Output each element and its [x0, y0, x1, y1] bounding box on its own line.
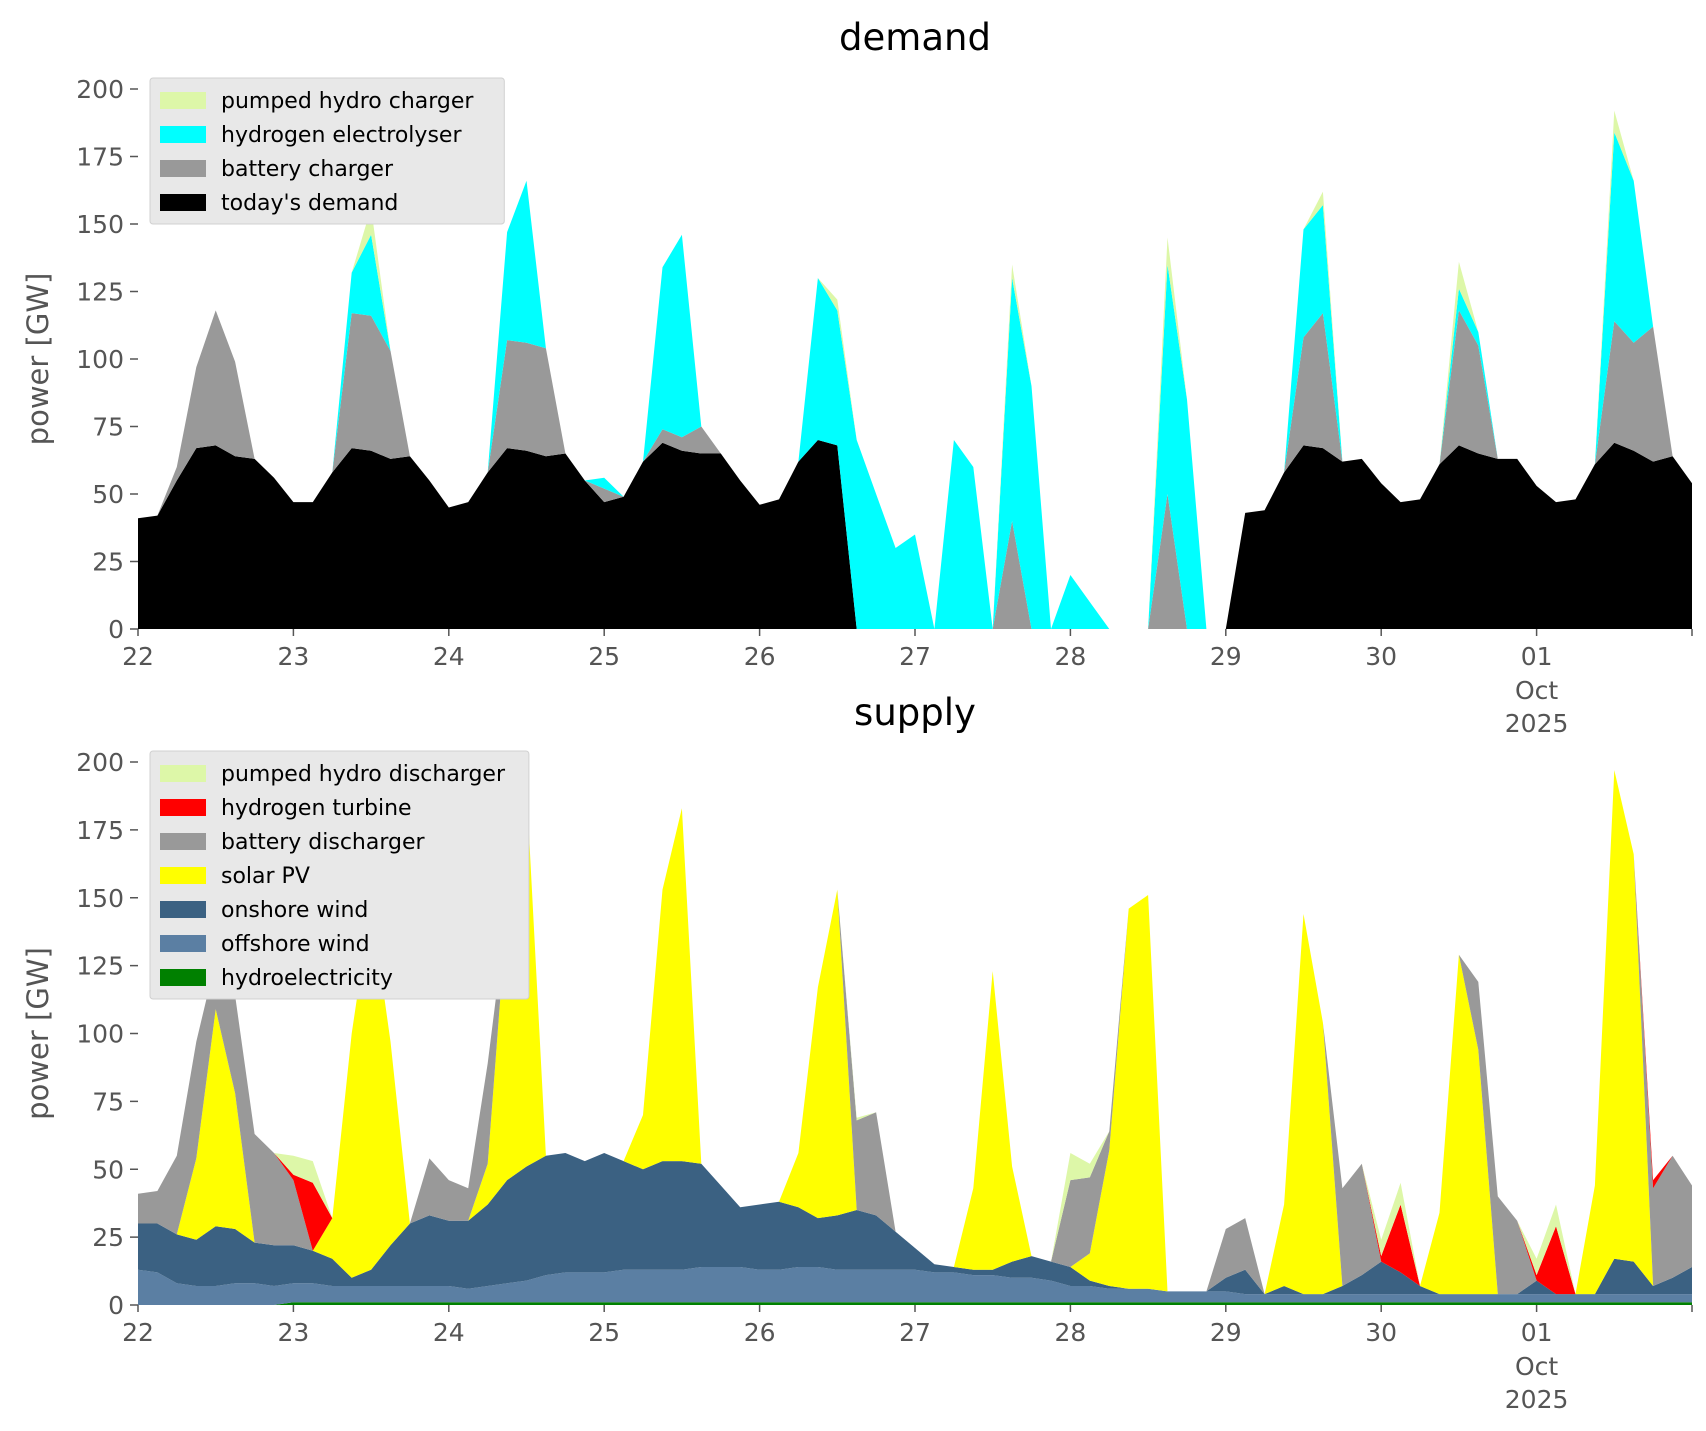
x-tick-label: 30 — [1365, 642, 1397, 671]
y-tick-label: 25 — [92, 548, 124, 577]
legend-label: hydroelectricity — [221, 966, 393, 991]
legend-label: hydrogen electrolyser — [221, 123, 462, 148]
x-tick-label: 24 — [433, 1318, 465, 1347]
legend-swatch — [160, 765, 206, 782]
y-tick-label: 0 — [108, 1291, 124, 1320]
y-tick-label: 100 — [76, 1020, 124, 1049]
legend-label: battery discharger — [221, 830, 426, 855]
legend-label: pumped hydro discharger — [221, 762, 506, 787]
legend-label: pumped hydro charger — [221, 89, 474, 114]
y-axis-label: power [GW] — [21, 947, 55, 1120]
x-tick-label: 28 — [1054, 642, 1086, 671]
area-today-s-demand — [138, 440, 1692, 629]
x-tick-label: 30 — [1365, 1318, 1397, 1347]
y-tick-label: 50 — [92, 480, 124, 509]
legend-swatch — [160, 935, 206, 952]
y-tick-label: 125 — [76, 278, 124, 307]
y-tick-label: 75 — [92, 413, 124, 442]
legend-swatch — [160, 901, 206, 918]
demand-panel: demand power [GW] 0 25 50 75 100 125 150 175 200 22… — [21, 16, 1693, 738]
legend-box — [149, 77, 505, 225]
area-onshore-wind — [138, 1153, 1692, 1295]
legend-swatch — [160, 969, 206, 986]
y-tick-label: 150 — [76, 884, 124, 913]
x-tick-label: 25 — [588, 642, 620, 671]
legend-swatch — [160, 833, 206, 850]
x-tick-label: 23 — [277, 642, 309, 671]
legend: pumped hydro discharger hydrogen turbine b… — [149, 750, 530, 1000]
legend-label: today's demand — [221, 191, 398, 216]
y-tick-label: 25 — [92, 1223, 124, 1252]
y-tick-label: 175 — [76, 816, 124, 845]
legend-label: onshore wind — [221, 898, 368, 923]
x-tick-sublabel: Oct — [1515, 1352, 1558, 1381]
y-tick-label: 200 — [76, 75, 124, 104]
x-tick-label: 25 — [588, 1318, 620, 1347]
legend-swatch — [160, 799, 206, 816]
area-battery-discharger — [138, 770, 1692, 1295]
area-hydroelectricity — [138, 1302, 1692, 1305]
x-tick-label: 22 — [122, 642, 154, 671]
area-battery-charger — [138, 310, 1692, 629]
legend-label: solar PV — [221, 864, 310, 889]
legend-swatch — [160, 194, 206, 211]
legend-label: hydrogen turbine — [221, 796, 412, 821]
legend-swatch — [160, 160, 206, 177]
y-tick-label: 50 — [92, 1155, 124, 1184]
y-tick-label: 75 — [92, 1087, 124, 1116]
area-hydrogen-electrolyser — [138, 132, 1692, 629]
y-tick-label: 0 — [108, 615, 124, 644]
legend-label: offshore wind — [221, 932, 370, 957]
x-tick-label: 28 — [1054, 1318, 1086, 1347]
legend-label: battery charger — [221, 157, 394, 182]
y-tick-label: 175 — [76, 143, 124, 172]
legend-swatch — [160, 92, 206, 109]
x-tick-sublabel: Oct — [1515, 676, 1558, 705]
chart-title: demand — [839, 16, 991, 59]
legend-box — [149, 750, 530, 1000]
legend: pumped hydro charger hydrogen electrolyse… — [149, 77, 505, 225]
x-tick-label: 01 — [1521, 642, 1553, 671]
y-axis-label: power [GW] — [21, 273, 55, 446]
area-offshore-wind — [138, 1267, 1692, 1305]
x-tick-label: 23 — [277, 1318, 309, 1347]
y-tick-label: 150 — [76, 210, 124, 239]
y-tick-label: 200 — [76, 748, 124, 777]
chart-title: supply — [854, 691, 976, 734]
legend-swatch — [160, 126, 206, 143]
x-tick-label: 22 — [122, 1318, 154, 1347]
x-tick-label: 27 — [899, 1318, 931, 1347]
x-tick-label: 01 — [1521, 1318, 1553, 1347]
x-tick-label: 27 — [899, 642, 931, 671]
supply-panel: supply power [GW] 0 25 50 75 100 125 150 175 200 22… — [21, 691, 1693, 1414]
x-tick-label: 24 — [433, 642, 465, 671]
x-tick-label: 29 — [1210, 642, 1242, 671]
y-tick-label: 125 — [76, 952, 124, 981]
x-tick-label: 26 — [744, 642, 776, 671]
x-tick-sublabel: 2025 — [1505, 709, 1569, 738]
x-tick-label: 26 — [744, 1318, 776, 1347]
x-tick-sublabel: 2025 — [1505, 1385, 1569, 1414]
y-tick-label: 100 — [76, 345, 124, 374]
x-tick-label: 29 — [1210, 1318, 1242, 1347]
legend-swatch — [160, 867, 206, 884]
